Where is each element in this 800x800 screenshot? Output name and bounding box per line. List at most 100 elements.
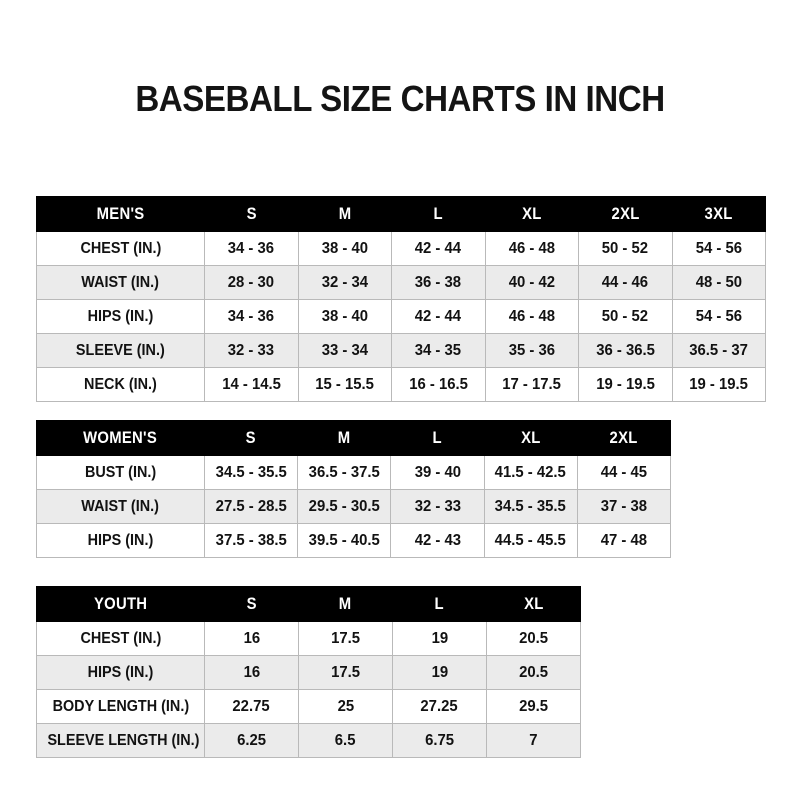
youth-header-row: YOUTH S M L XL [36,586,581,622]
womens-size-header-label: M [337,428,351,447]
mens-table-body: CHEST (IN.) 34 - 36 38 - 40 42 - 44 46 - 48 5… [36,231,766,402]
measurement-cell: 29.5 - 30.5 [297,489,392,524]
row-label-text: SLEEVE LENGTH (IN.) [47,731,200,749]
measurement-cell: 36.5 - 37.5 [297,455,392,490]
youth-row-label: BODY LENGTH (IN.) [36,689,205,724]
measurement-cell: 32 - 33 [204,333,299,368]
table-row: CHEST (IN.) 16 17.5 19 20.5 [36,621,581,656]
youth-size-header-label: XL [523,594,544,613]
mens-size-header-label: S [246,204,257,223]
measurement-value: 32 - 33 [228,341,275,359]
measurement-value: 20.5 [519,629,548,647]
mens-size-header-label: M [338,204,352,223]
measurement-cell: 27.25 [392,689,487,724]
womens-size-header-s: S [203,420,299,456]
womens-size-table-block: WOMEN'S S M L XL 2XL BUST (IN.) 34.5 - 35.5 36.… [36,420,671,558]
mens-size-header-xl: XL [484,196,579,232]
measurement-cell: 41.5 - 42.5 [483,455,578,490]
womens-table-body: BUST (IN.) 34.5 - 35.5 36.5 - 37.5 39 - 40 4… [36,455,671,558]
measurement-cell: 20.5 [486,621,581,656]
measurement-value: 7 [529,731,538,749]
measurement-value: 47 - 48 [600,531,648,549]
measurement-cell: 37.5 - 38.5 [203,523,299,558]
measurement-value: 27.25 [420,697,459,715]
measurement-value: 41.5 - 42.5 [495,463,567,481]
table-row: HIPS (IN.) 34 - 36 38 - 40 42 - 44 46 - 48 50… [36,299,766,334]
measurement-cell: 40 - 42 [484,265,579,300]
measurement-value: 46 - 48 [508,307,555,325]
measurement-cell: 15 - 15.5 [297,367,392,402]
measurement-cell: 16 - 16.5 [391,367,486,402]
youth-size-table: YOUTH S M L XL CHEST (IN.) 16 17.5 19 20.5 HIPS (… [36,586,581,758]
measurement-cell: 6.75 [392,723,487,758]
measurement-value: 32 - 33 [414,497,461,515]
row-label-text: BODY LENGTH (IN.) [52,697,189,715]
womens-row-label: BUST (IN.) [36,455,205,490]
measurement-value: 50 - 52 [602,239,649,257]
mens-size-header-3xl: 3XL [671,196,766,232]
womens-size-header-label: S [246,428,257,447]
measurement-cell: 42 - 44 [391,299,486,334]
mens-size-table-block: MEN'S S M L XL 2XL 3XL CHEST (IN.) 34 - 36 38 - … [36,196,766,402]
youth-corner-label: YOUTH [93,594,148,613]
measurement-value: 54 - 56 [695,239,742,257]
measurement-value: 48 - 50 [695,273,742,291]
measurement-cell: 36 - 38 [391,265,486,300]
measurement-cell: 34 - 35 [391,333,486,368]
measurement-value: 6.5 [335,731,356,749]
measurement-cell: 37 - 38 [576,489,671,524]
youth-corner-header: YOUTH [36,586,205,622]
measurement-cell: 44 - 45 [576,455,671,490]
mens-size-header-2xl: 2XL [578,196,673,232]
measurement-value: 6.25 [237,731,266,749]
row-label-text: SLEEVE (IN.) [76,341,165,359]
table-row: HIPS (IN.) 16 17.5 19 20.5 [36,655,581,690]
row-label-text: HIPS (IN.) [87,663,154,681]
measurement-cell: 34 - 36 [204,299,299,334]
measurement-value: 34.5 - 35.5 [495,497,567,515]
measurement-cell: 36.5 - 37 [671,333,766,368]
measurement-value: 38 - 40 [321,239,368,257]
measurement-cell: 16 [204,621,299,656]
mens-size-header-label: 3XL [704,204,733,223]
measurement-value: 37 - 38 [600,497,648,515]
measurement-cell: 46 - 48 [484,231,579,266]
measurement-value: 42 - 44 [415,307,462,325]
measurement-cell: 6.5 [298,723,393,758]
measurement-cell: 35 - 36 [484,333,579,368]
measurement-cell: 46 - 48 [484,299,579,334]
youth-size-header-s: S [204,586,299,622]
measurement-cell: 44 - 46 [578,265,673,300]
measurement-value: 36 - 36.5 [595,341,655,359]
measurement-value: 28 - 30 [228,273,275,291]
measurement-value: 27.5 - 28.5 [215,497,287,515]
womens-size-header-label: 2XL [609,428,638,447]
measurement-value: 39.5 - 40.5 [308,531,380,549]
measurement-cell: 32 - 33 [390,489,485,524]
measurement-cell: 50 - 52 [578,299,673,334]
mens-size-header-label: 2XL [611,204,640,223]
row-label-text: BUST (IN.) [84,463,157,481]
measurement-value: 39 - 40 [414,463,461,481]
mens-row-label: NECK (IN.) [36,367,205,402]
measurement-value: 37.5 - 38.5 [215,531,287,549]
measurement-value: 40 - 42 [508,273,555,291]
table-row: NECK (IN.) 14 - 14.5 15 - 15.5 16 - 16.5 17 … [36,367,766,402]
measurement-value: 54 - 56 [695,307,742,325]
measurement-cell: 33 - 34 [297,333,392,368]
measurement-cell: 22.75 [204,689,299,724]
womens-corner-header: WOMEN'S [36,420,205,456]
youth-table-body: CHEST (IN.) 16 17.5 19 20.5 HIPS (IN.) 16 17.5 1… [36,621,581,758]
measurement-value: 17.5 [331,663,360,681]
mens-row-label: WAIST (IN.) [36,265,205,300]
mens-size-header-label: XL [521,204,542,223]
measurement-value: 44.5 - 45.5 [495,531,567,549]
measurement-cell: 42 - 43 [390,523,485,558]
measurement-cell: 20.5 [486,655,581,690]
youth-row-label: HIPS (IN.) [36,655,205,690]
measurement-value: 16 [243,663,260,681]
measurement-cell: 19 [392,621,487,656]
measurement-value: 25 [337,697,354,715]
measurement-value: 44 - 45 [600,463,648,481]
